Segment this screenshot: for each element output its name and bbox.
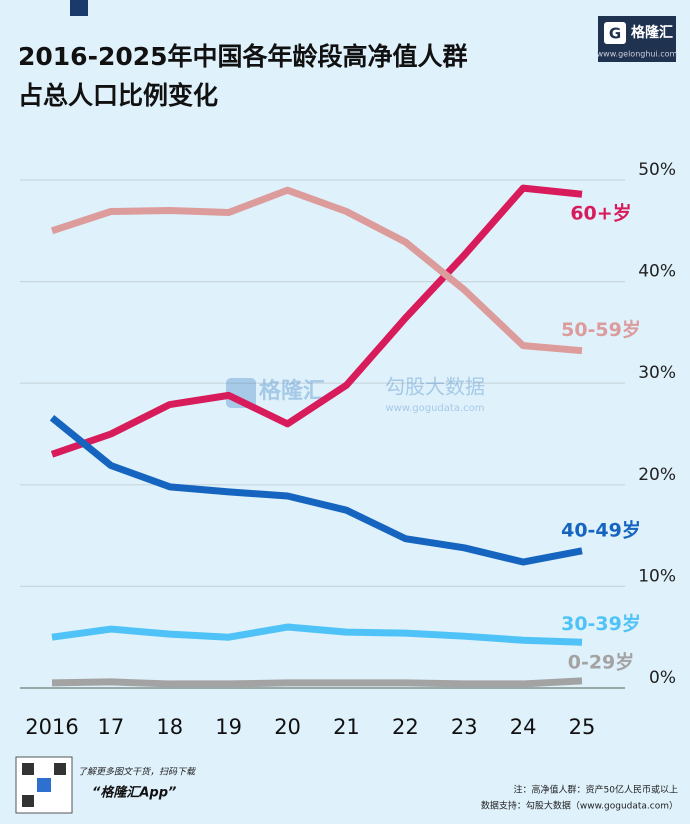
series-label: 30-39岁 [561, 612, 641, 635]
series-label: 0-29岁 [568, 650, 635, 673]
footer-note: 注：高净值人群：资产50亿人民币或以上 [514, 784, 678, 796]
footer-source: 数据支持：勾股大数据（www.gogudata.com） [481, 800, 678, 812]
y-tick-label: 50% [638, 160, 676, 180]
x-tick-label: 20 [274, 715, 301, 739]
qr-corner [54, 763, 66, 775]
x-tick-label: 2016 [25, 715, 78, 739]
x-tick-label: 24 [510, 715, 537, 739]
watermark-brand: 格隆汇 [259, 378, 325, 404]
x-tick-label: 18 [156, 715, 183, 739]
logo-url: www.gelonghui.com [597, 50, 678, 59]
series-line [51, 677, 583, 688]
logo-icon [604, 22, 626, 44]
x-tick-label: 21 [333, 715, 360, 739]
header-tab [70, 0, 88, 16]
qr-logo [37, 778, 51, 792]
series-label: 50-59岁 [561, 318, 641, 341]
logo-letter: G [609, 25, 621, 43]
y-tick-label: 10% [638, 566, 676, 586]
y-tick-label: 20% [638, 465, 676, 485]
x-tick-label: 19 [215, 715, 242, 739]
series-label: 40-49岁 [561, 518, 641, 541]
x-tick-label: 22 [392, 715, 419, 739]
chart-title: 占总人口比例变化 [18, 81, 218, 110]
footer-promo: 了解更多图文干货，扫码下载 [78, 767, 196, 778]
y-tick-label: 40% [638, 262, 676, 282]
qr-corner [22, 795, 34, 807]
y-tick-label: 0% [649, 668, 676, 688]
series-line [49, 415, 583, 566]
series-line [51, 623, 583, 646]
watermark-url: www.gogudata.com [385, 403, 484, 414]
y-tick-label: 30% [638, 363, 676, 383]
series-line [50, 186, 583, 355]
x-tick-label: 23 [451, 715, 478, 739]
series-label: 60+岁 [570, 202, 631, 225]
chart-title: 2016-2025年中国各年龄段高净值人群 [18, 42, 468, 71]
watermark-source: 勾股大数据 [385, 375, 485, 399]
series-line [50, 184, 583, 458]
logo-name: 格隆汇 [631, 24, 673, 41]
qr-corner [22, 763, 34, 775]
x-tick-label: 25 [569, 715, 596, 739]
footer-app: “格隆汇App” [92, 785, 176, 801]
x-tick-label: 17 [98, 715, 125, 739]
